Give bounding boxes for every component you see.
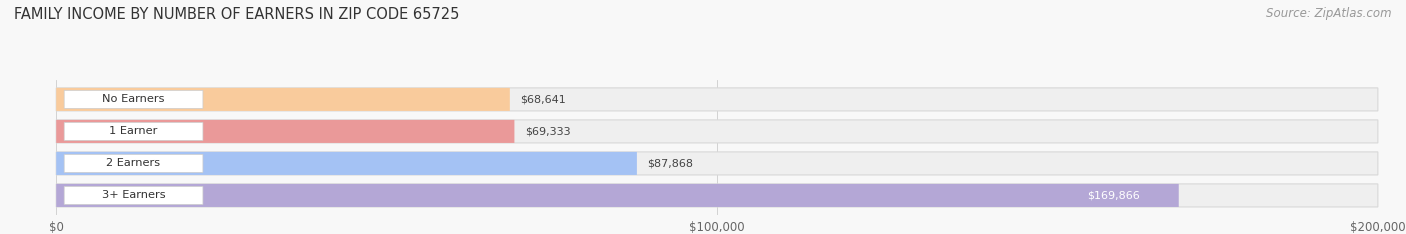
FancyBboxPatch shape	[1056, 187, 1173, 204]
Text: $69,333: $69,333	[524, 126, 571, 136]
FancyBboxPatch shape	[56, 152, 637, 175]
Text: No Earners: No Earners	[103, 94, 165, 104]
Text: 3+ Earners: 3+ Earners	[101, 190, 166, 201]
Text: $169,866: $169,866	[1088, 190, 1140, 201]
FancyBboxPatch shape	[56, 88, 1378, 111]
Text: 1 Earner: 1 Earner	[110, 126, 157, 136]
FancyBboxPatch shape	[56, 88, 510, 111]
FancyBboxPatch shape	[65, 122, 202, 140]
FancyBboxPatch shape	[56, 152, 1378, 175]
FancyBboxPatch shape	[65, 154, 202, 172]
FancyBboxPatch shape	[56, 184, 1178, 207]
Text: Source: ZipAtlas.com: Source: ZipAtlas.com	[1267, 7, 1392, 20]
Text: FAMILY INCOME BY NUMBER OF EARNERS IN ZIP CODE 65725: FAMILY INCOME BY NUMBER OF EARNERS IN ZI…	[14, 7, 460, 22]
FancyBboxPatch shape	[56, 120, 1378, 143]
Text: 2 Earners: 2 Earners	[107, 158, 160, 168]
FancyBboxPatch shape	[65, 186, 202, 205]
Text: $87,868: $87,868	[647, 158, 693, 168]
Text: $68,641: $68,641	[520, 94, 567, 104]
FancyBboxPatch shape	[56, 120, 515, 143]
FancyBboxPatch shape	[65, 90, 202, 108]
FancyBboxPatch shape	[56, 184, 1378, 207]
